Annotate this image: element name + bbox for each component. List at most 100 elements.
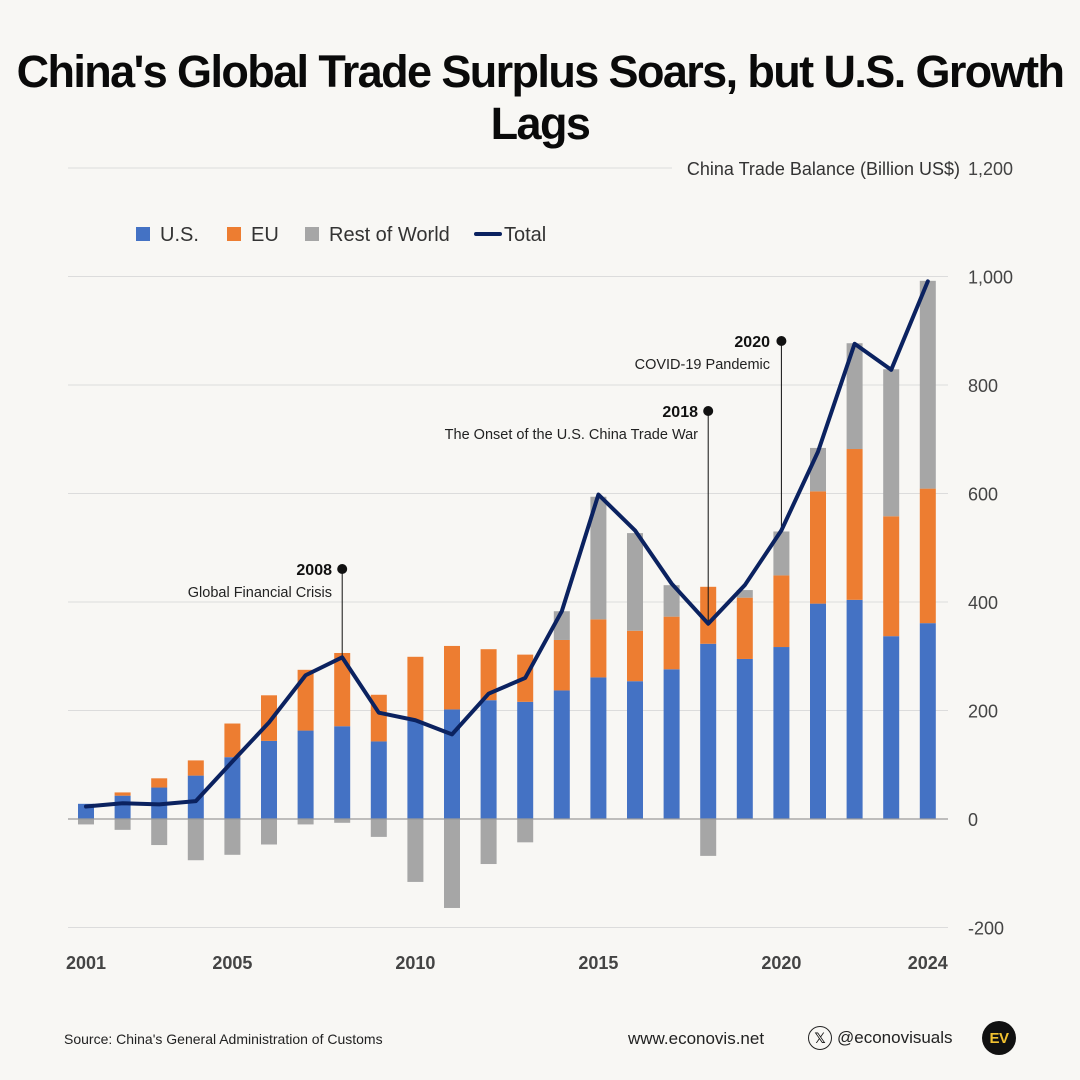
bar	[846, 449, 863, 600]
x-tick-label: 2024	[908, 953, 948, 973]
bar	[700, 819, 717, 856]
bar	[407, 720, 424, 819]
bar	[663, 585, 680, 617]
x-tick-label: 2010	[395, 953, 435, 973]
annotation-year: 2020	[734, 334, 770, 351]
annotation-year: 2008	[296, 562, 332, 579]
y-tick-label: -200	[968, 919, 1004, 939]
bar	[297, 669, 314, 731]
annotation-label: Global Financial Crisis	[188, 585, 332, 601]
bar	[370, 741, 387, 819]
legend-swatch	[136, 227, 150, 241]
bar	[114, 792, 131, 796]
legend-label: U.S.	[160, 224, 199, 246]
y-axis: -200 0 200 400 600 800 1,000 1,200 China Trade B…	[687, 159, 1013, 939]
bar	[407, 819, 424, 882]
y-tick-label: 800	[968, 376, 998, 396]
page-title: China's Global Trade Surplus Soars, but …	[16, 46, 1065, 149]
bar	[517, 701, 534, 819]
x-tick-label: 2005	[212, 953, 252, 973]
bar	[883, 516, 900, 637]
bar	[919, 623, 936, 819]
total-series-line	[84, 279, 930, 809]
bar	[334, 726, 351, 819]
bar	[700, 643, 717, 819]
bar	[883, 369, 900, 517]
bar	[261, 740, 277, 819]
bar	[553, 639, 570, 691]
y-tick-label: 0	[968, 810, 978, 830]
x-icon: 𝕏	[808, 1026, 832, 1050]
y-tick-label: 1,200	[968, 159, 1013, 179]
bar	[224, 723, 241, 758]
y-tick-label: 1,000	[968, 268, 1013, 288]
annotation-year: 2018	[662, 404, 698, 421]
bar	[919, 488, 936, 624]
bar	[114, 795, 131, 819]
bar	[261, 819, 277, 845]
bar	[590, 677, 607, 819]
bar	[553, 690, 570, 819]
annotation-label: The Onset of the U.S. China Trade War	[445, 427, 698, 443]
annotations: 2008 Global Financial Crisis 2018 The Onset…	[188, 334, 787, 658]
bar	[663, 669, 680, 819]
x-tick-label: 2001	[66, 953, 106, 973]
bar	[883, 636, 900, 819]
legend-swatch	[227, 227, 241, 241]
bar	[297, 730, 314, 819]
bar	[736, 590, 753, 598]
y-tick-label: 600	[968, 485, 998, 505]
legend-label: Total	[504, 224, 546, 246]
bar	[224, 819, 241, 855]
x-tick-label: 2015	[578, 953, 618, 973]
y-axis-title: China Trade Balance (Billion US$)	[687, 159, 960, 179]
bar	[773, 575, 790, 648]
bar	[444, 819, 460, 908]
bar	[517, 819, 534, 843]
bar	[78, 819, 94, 825]
bar	[590, 619, 607, 678]
bar	[224, 757, 241, 819]
bar	[846, 343, 863, 450]
legend-label: EU	[251, 224, 279, 246]
website-link[interactable]: www.econovis.net	[628, 1029, 765, 1048]
bar	[187, 760, 204, 776]
legend-swatch	[305, 227, 319, 241]
bar	[810, 491, 826, 604]
bar	[773, 531, 790, 576]
bar	[480, 819, 497, 865]
bar	[187, 775, 204, 819]
bar	[810, 603, 826, 819]
bar	[736, 658, 753, 819]
social-handle[interactable]: 𝕏 @econovisuals	[808, 1026, 953, 1050]
bar	[627, 630, 643, 682]
y-tick-label: 400	[968, 593, 998, 613]
annotation-marker	[703, 406, 714, 416]
bar	[627, 681, 643, 819]
bar	[407, 656, 424, 721]
bar	[627, 533, 643, 631]
bars	[78, 280, 936, 908]
bar	[334, 652, 351, 727]
bar	[553, 611, 570, 640]
annotation-marker	[776, 336, 787, 346]
social-handle-text: @econovisuals	[837, 1028, 953, 1047]
bar	[444, 709, 460, 819]
econovis-logo: EV	[982, 1021, 1016, 1055]
bar	[114, 819, 131, 830]
bar	[297, 819, 314, 825]
bar	[846, 599, 863, 819]
bar	[736, 597, 753, 659]
x-axis: 2001 2005 2010 2015 2020 2024	[66, 953, 948, 973]
bar	[773, 647, 790, 819]
annotation-label: COVID-19 Pandemic	[635, 357, 770, 373]
bar	[334, 819, 351, 823]
annotation-marker	[337, 564, 348, 574]
bar	[370, 819, 387, 837]
bar	[590, 496, 607, 620]
bar	[444, 645, 460, 710]
bar	[480, 700, 497, 819]
legend-label: Rest of World	[329, 224, 450, 246]
bar	[480, 649, 497, 701]
